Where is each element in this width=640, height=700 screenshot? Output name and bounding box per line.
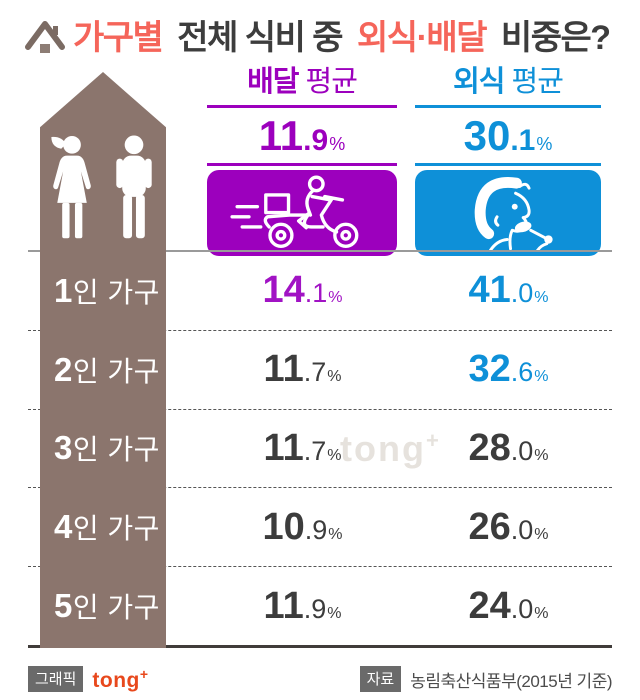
title-text-2: 비중은?: [492, 19, 611, 57]
tong-watermark: tong+: [340, 428, 441, 469]
delivery-average-column: 배달 평균 11.9%: [207, 64, 397, 256]
delivery-value: 14.1%: [262, 269, 343, 312]
eating-person-icon: [425, 173, 591, 253]
woman-silhouette-icon: [45, 134, 101, 250]
dining-value: 28.0%: [468, 426, 549, 469]
family-silhouettes: [40, 134, 166, 250]
delivery-value: 11.7%: [263, 348, 342, 391]
dining-value: 26.0%: [468, 505, 549, 548]
tong-logo: tong+: [92, 665, 149, 692]
delivery-average-title: 배달 평균: [207, 64, 397, 108]
dining-value: 32.6%: [468, 348, 549, 391]
delivery-icon-box: [207, 170, 397, 256]
house-icon: [24, 16, 66, 54]
source-text: 농림축산식품부(2015년 기준): [410, 671, 612, 691]
household-column-background: [40, 72, 166, 648]
dining-icon-box: [415, 170, 601, 256]
title-highlight-1: 가구별: [73, 19, 164, 57]
title-highlight-2: 외식·배달: [357, 19, 487, 57]
credit-badge: 그래픽: [28, 666, 84, 692]
delivery-value: 11.7%: [263, 426, 342, 469]
source-group: 자료 농림축산식품부(2015년 기준): [359, 666, 612, 692]
dining-average-value: 30.1%: [415, 108, 601, 166]
dining-value: 41.0%: [468, 269, 549, 312]
dining-value: 24.0%: [468, 584, 549, 627]
scooter-delivery-icon: [219, 173, 385, 253]
delivery-value: 11.9%: [263, 584, 342, 627]
delivery-label: 배달: [247, 66, 299, 98]
average-label: 평균: [504, 66, 564, 98]
source-badge: 자료: [359, 666, 402, 692]
footer: 그래픽 tong+ 자료 농림축산식품부(2015년 기준): [28, 664, 612, 694]
page-title: 가구별 전체 식비 중 외식·배달 비중은?: [24, 10, 611, 59]
delivery-value: 10.9%: [262, 505, 343, 548]
credit-group: 그래픽 tong+: [28, 666, 149, 693]
dining-average-column: 외식 평균 30.1%: [415, 64, 601, 256]
dining-label: 외식: [453, 66, 505, 98]
delivery-average-value: 11.9%: [207, 108, 397, 166]
man-silhouette-icon: [106, 134, 162, 250]
dining-average-title: 외식 평균: [415, 64, 601, 108]
title-text-1: 전체 식비 중: [169, 19, 351, 57]
average-label: 평균: [298, 66, 358, 98]
